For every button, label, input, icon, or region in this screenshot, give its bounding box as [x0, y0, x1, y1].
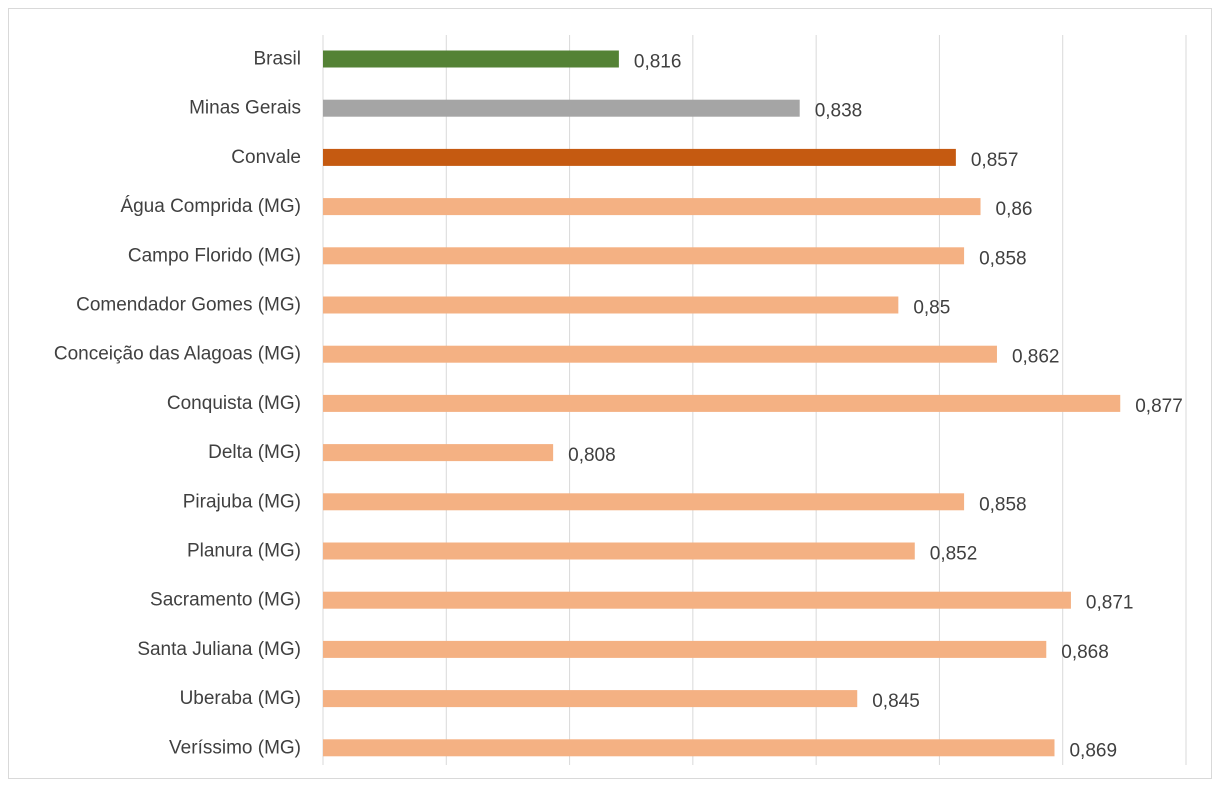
data-label: 0,85 [913, 298, 950, 319]
category-label: Delta (MG) [208, 442, 301, 463]
category-label: Santa Juliana (MG) [137, 639, 301, 660]
bar [323, 640, 1047, 658]
category-label: Água Comprida (MG) [120, 196, 301, 217]
category-label: Sacramento (MG) [150, 590, 301, 611]
bar [323, 345, 997, 363]
bar [323, 50, 619, 68]
category-label: Campo Florido (MG) [128, 245, 301, 266]
data-label: 0,862 [1012, 347, 1060, 368]
bar [323, 444, 554, 462]
category-label: Conquista (MG) [167, 393, 301, 414]
bar [323, 739, 1055, 757]
bar [323, 493, 965, 511]
data-label: 0,808 [568, 445, 616, 466]
bar [323, 394, 1121, 412]
bar [323, 542, 915, 560]
category-labels: Brasil Minas Gerais Convale Água Comprida (… [54, 49, 301, 759]
category-label: Minas Gerais [189, 98, 301, 119]
bar [323, 690, 858, 708]
data-label: 0,857 [971, 150, 1019, 171]
bar [323, 148, 956, 166]
data-label: 0,852 [930, 544, 978, 565]
category-label: Convale [231, 147, 301, 168]
bar [323, 591, 1071, 609]
category-label: Uberaba (MG) [180, 688, 301, 709]
bar [323, 99, 800, 117]
value-labels: 0,816 0,838 0,857 0,86 0,858 0,85 0,862 0,877 0,… [568, 52, 1183, 762]
data-label: 0,845 [872, 691, 920, 712]
data-label: 0,86 [996, 199, 1033, 220]
category-label: Planura (MG) [187, 541, 301, 562]
category-label: Comendador Gomes (MG) [76, 295, 301, 316]
bar [323, 198, 981, 216]
category-label: Conceição das Alagoas (MG) [54, 344, 301, 365]
bars [323, 50, 1121, 757]
category-label: Veríssimo (MG) [169, 737, 301, 758]
data-label: 0,858 [979, 494, 1027, 515]
data-label: 0,816 [634, 52, 682, 73]
data-label: 0,877 [1135, 396, 1183, 417]
data-label: 0,858 [979, 248, 1027, 269]
data-label: 0,869 [1069, 740, 1117, 761]
data-label: 0,838 [815, 101, 863, 122]
bar [323, 296, 899, 314]
category-label: Brasil [253, 49, 301, 70]
category-label: Pirajuba (MG) [183, 491, 301, 512]
data-label: 0,868 [1061, 642, 1109, 663]
bar [323, 247, 965, 265]
data-label: 0,871 [1086, 593, 1134, 614]
